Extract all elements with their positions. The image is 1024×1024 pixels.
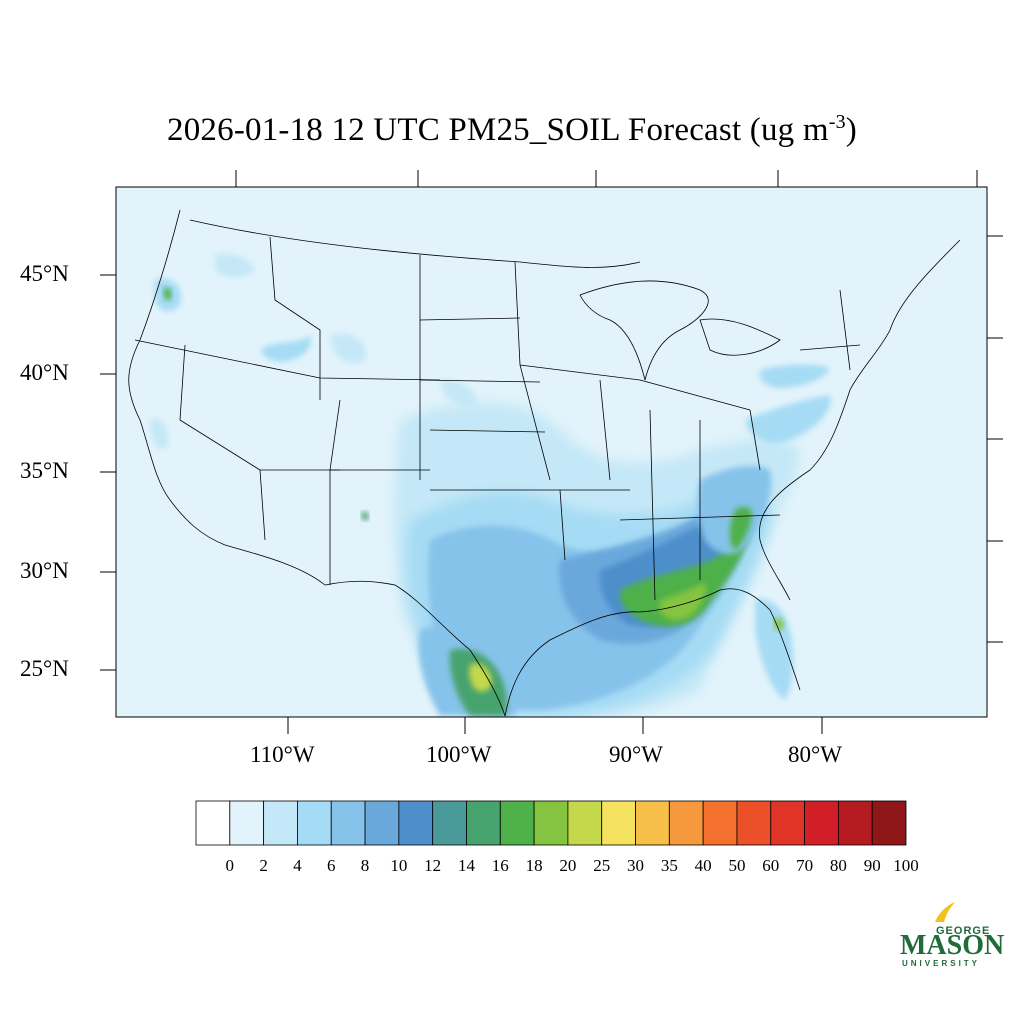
bottom-ticks [287,717,823,734]
title-hour: 12 UTC [331,112,440,148]
title-date: 2026-01-18 [167,112,323,148]
lon-label-80: 80°W [788,742,842,767]
colorbar-swatch [567,800,603,846]
logo-george: GEORGE [936,925,990,937]
colorbar-label: 6 [326,856,336,875]
colorbar-label: 18 [525,856,543,875]
colorbar-swatch [297,800,332,846]
colorbar-label: 100 [893,856,919,875]
colorbar-label: 60 [762,856,780,875]
lat-label-40: 40°N [20,360,69,385]
george-mason-logo: GEORGE MASON UNIVERSITY [880,900,1010,980]
map-title: 2026-01-18 12 UTC PM25_SOIL Forecast (ug… [0,112,1024,149]
map-frame [115,186,988,718]
colorbar-swatch [432,800,467,846]
colorbar-label: 30 [627,856,645,875]
colorbar-swatch [601,800,636,846]
colorbar-label: 0 [225,856,235,875]
colorbar-swatch [533,800,569,846]
lon-label-110: 110°W [250,742,315,767]
colorbar-label: 14 [457,856,475,875]
colorbar-label: 8 [360,856,370,875]
title-variable: PM25_SOIL [448,112,620,148]
colorbar-label: 50 [728,856,746,875]
colorbar-swatch [364,800,400,846]
title-units: (ug m-3) [749,111,857,148]
right-ticks [987,235,1003,643]
colorbar-swatch [736,800,772,846]
colorbar-swatch [770,800,805,846]
title-kind: Forecast [627,112,742,148]
colorbar-swatch [466,800,501,846]
colorbar-swatch [195,800,231,846]
boundaries [128,209,961,717]
logo-university: UNIVERSITY [902,959,980,968]
lat-label-35: 35°N [20,458,69,483]
lon-label-90: 90°W [609,742,663,767]
colorbar-label: 35 [660,856,678,875]
concentration-field [150,253,831,717]
colorbar-swatch [837,800,873,846]
lon-label-100: 100°W [426,742,492,767]
lat-label-25: 25°N [20,656,69,681]
colorbar-swatch [804,800,839,846]
lat-label-45: 45°N [20,261,69,286]
colorbar-label: 25 [593,856,611,875]
colorbar-label: 12 [424,856,442,875]
colorbar-label: 16 [491,856,509,875]
colorbar-label: 80 [829,856,847,875]
colorbar-label: 70 [796,856,814,875]
colorbar-swatch [330,800,366,846]
colorbar-swatch [702,800,738,846]
colorbar-swatch [263,800,298,846]
colorbar-label: 4 [293,856,302,875]
logo-mason: MASON [900,930,1004,961]
colorbar-swatch [668,800,704,846]
top-ticks [235,170,978,187]
colorbar [195,800,907,846]
colorbar-label: 20 [559,856,577,875]
colorbar-label: 2 [259,856,268,875]
colorbar-swatch [635,800,670,846]
colorbar-swatch [499,800,535,846]
colorbar-label: 90 [863,856,881,875]
logo-mark: GEORGE MASON UNIVERSITY [900,902,1004,968]
colorbar-label: 40 [694,856,712,875]
colorbar-swatch [229,800,265,846]
colorbar-swatch [871,800,907,846]
colorbar-label: 10 [390,856,408,875]
left-ticks [100,274,116,671]
lat-label-30: 30°N [20,558,69,583]
colorbar-swatch [398,800,434,846]
